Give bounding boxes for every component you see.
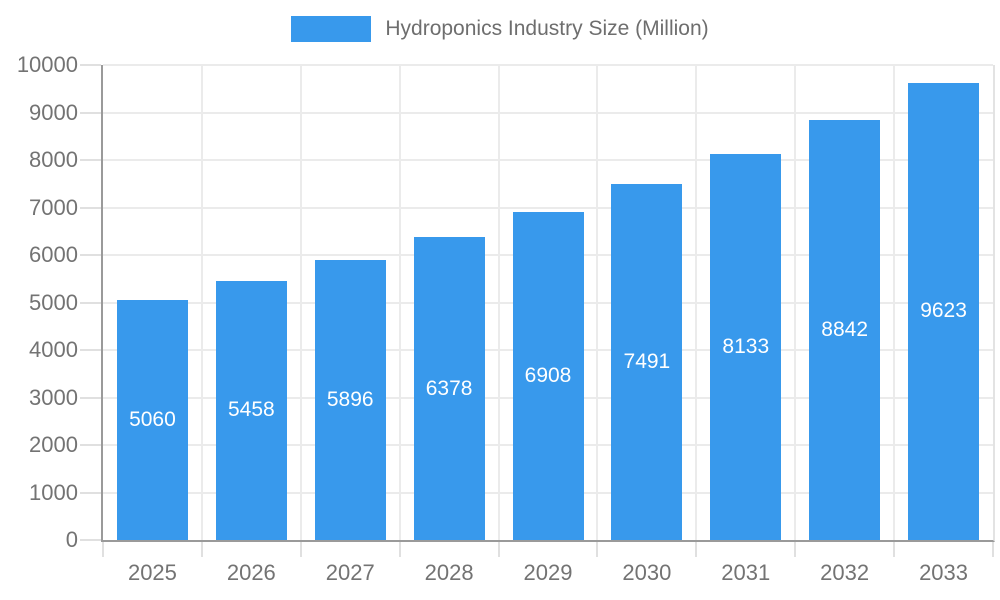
bar-2028: 6378 — [413, 237, 485, 540]
x-gridline — [596, 65, 599, 540]
x-axis-tick-label: 2029 — [523, 560, 573, 585]
bar-value-label: 6378 — [425, 376, 473, 400]
y-gridline — [103, 64, 993, 66]
bar-2029: 6908 — [512, 211, 584, 540]
x-axis-tick — [695, 542, 698, 557]
x-axis-tick-label: 2030 — [622, 560, 672, 585]
x-axis-tick — [893, 542, 896, 557]
x-axis-tick — [794, 542, 797, 557]
y-axis-tick-label: 7000 — [29, 194, 78, 220]
y-axis-tick-label: 4000 — [29, 337, 78, 362]
x-gridline — [497, 65, 500, 540]
y-axis-tick-label: 8000 — [29, 147, 78, 172]
bar-value-label: 7491 — [623, 350, 671, 374]
bar-2030: 7491 — [611, 184, 683, 540]
y-axis-tick — [80, 301, 101, 304]
y-axis-tick — [80, 64, 101, 66]
x-axis-tick — [200, 542, 203, 557]
y-axis-tick-label: 1000 — [29, 479, 78, 505]
x-axis-tick-label: 2025 — [127, 560, 177, 585]
bar-2033: 9623 — [908, 82, 980, 540]
y-axis-tick — [80, 444, 101, 446]
y-axis-tick — [80, 111, 101, 114]
x-axis-tick-label: 2031 — [721, 560, 771, 585]
bar-2031: 8133 — [710, 153, 782, 540]
y-axis-tick — [80, 539, 101, 541]
y-axis-tick-label: 9000 — [29, 99, 78, 125]
bar-2027: 5896 — [314, 259, 386, 540]
y-axis-tick-label: 5000 — [29, 289, 78, 315]
x-axis-tick — [102, 542, 104, 557]
y-axis-tick-label: 3000 — [29, 384, 78, 410]
x-axis-tick-label: 2027 — [325, 560, 375, 585]
x-axis-tick — [497, 542, 500, 557]
legend: Hydroponics Industry Size (Million) — [0, 16, 1000, 42]
legend-color-swatch — [291, 16, 372, 42]
y-gridline — [103, 159, 993, 161]
x-gridline — [893, 65, 896, 540]
y-axis-tick — [80, 159, 101, 161]
x-gridline — [695, 65, 698, 540]
y-axis-tick-label: 0 — [65, 527, 78, 552]
x-axis-tick-label: 2032 — [820, 560, 870, 585]
x-axis-tick — [596, 542, 599, 557]
plot-area: 0 1000 2000 3000 4000 5000 6000 7000 8000 9000 100… — [17, 52, 995, 585]
bar-value-label: 6908 — [524, 363, 572, 387]
bar-2032: 8842 — [809, 120, 881, 540]
bar-value-label: 9623 — [920, 299, 967, 323]
bar-value-label: 5896 — [326, 387, 374, 411]
y-axis-tick — [80, 491, 101, 494]
y-gridline — [103, 111, 993, 114]
x-axis-tick — [992, 542, 994, 557]
bar-value-label: 8133 — [722, 334, 770, 358]
x-gridline — [398, 65, 401, 540]
y-axis-tick-label: 2000 — [29, 432, 78, 457]
x-axis-tick-label: 2026 — [226, 560, 276, 585]
bar-2025: 5060 — [116, 299, 188, 540]
bar-value-label: 5458 — [227, 398, 275, 422]
x-gridline — [200, 65, 203, 540]
legend-label: Hydroponics Industry Size (Million) — [385, 17, 709, 40]
x-axis-tick-label: 2028 — [424, 560, 474, 585]
legend-item[interactable]: Hydroponics Industry Size (Million) — [291, 16, 709, 42]
y-axis-tick — [80, 396, 101, 399]
y-axis-tick-label: 10000 — [16, 52, 78, 77]
x-gridline — [299, 65, 302, 540]
x-axis-tick — [398, 542, 401, 557]
y-axis-tick-label: 6000 — [29, 242, 78, 267]
x-axis-tick-label: 2033 — [919, 560, 969, 585]
bar-2026: 5458 — [215, 280, 287, 540]
y-axis-tick — [80, 349, 101, 351]
x-gridline — [794, 65, 797, 540]
x-axis-tick — [299, 542, 302, 557]
y-gridline — [103, 206, 993, 209]
y-axis-tick — [80, 206, 101, 209]
bar-value-label: 8842 — [821, 318, 869, 341]
bar-value-label: 5060 — [129, 407, 176, 431]
y-axis-tick — [80, 254, 101, 256]
